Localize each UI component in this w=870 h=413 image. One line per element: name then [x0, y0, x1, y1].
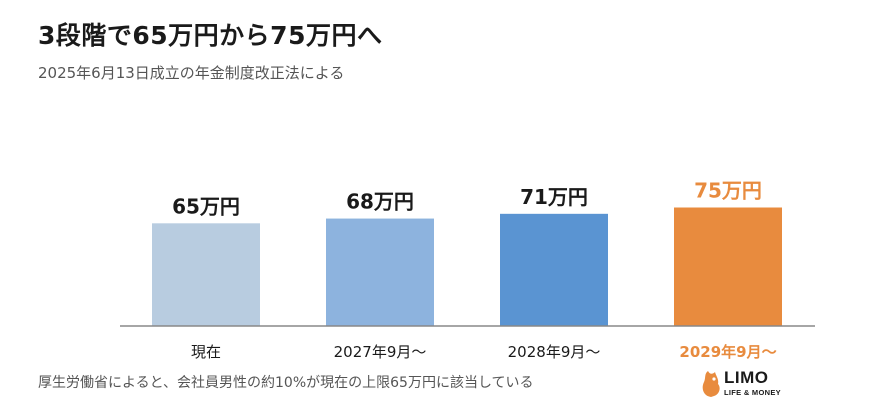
bar-1 [326, 218, 434, 326]
footnote: 厚生労働省によると、会社員男性の約10%が現在の上限65万円に該当している [38, 375, 534, 391]
bar-2 [500, 213, 608, 326]
bar-0 [152, 223, 260, 326]
limo-logo: LIMO LIFE & MONEY [700, 367, 790, 403]
category-label-0: 現在 [191, 343, 221, 361]
bar-3 [674, 207, 782, 326]
value-label-2: 71万円 [520, 185, 588, 209]
category-label-2: 2028年9月～ [508, 343, 601, 361]
chart-subtitle: 2025年6月13日成立の年金制度改正法による [38, 64, 345, 82]
squirrel-icon [702, 371, 720, 397]
category-label-3: 2029年9月～ [679, 343, 776, 361]
value-label-0: 65万円 [172, 194, 240, 218]
logo-tagline: LIFE & MONEY [724, 388, 781, 397]
value-label-1: 68万円 [346, 190, 414, 214]
chart-title: 3段階で65万円から75万円へ [38, 21, 383, 50]
category-label-1: 2027年9月～ [334, 343, 427, 361]
value-label-3: 75万円 [694, 179, 762, 203]
logo-name: LIMO [724, 368, 769, 387]
